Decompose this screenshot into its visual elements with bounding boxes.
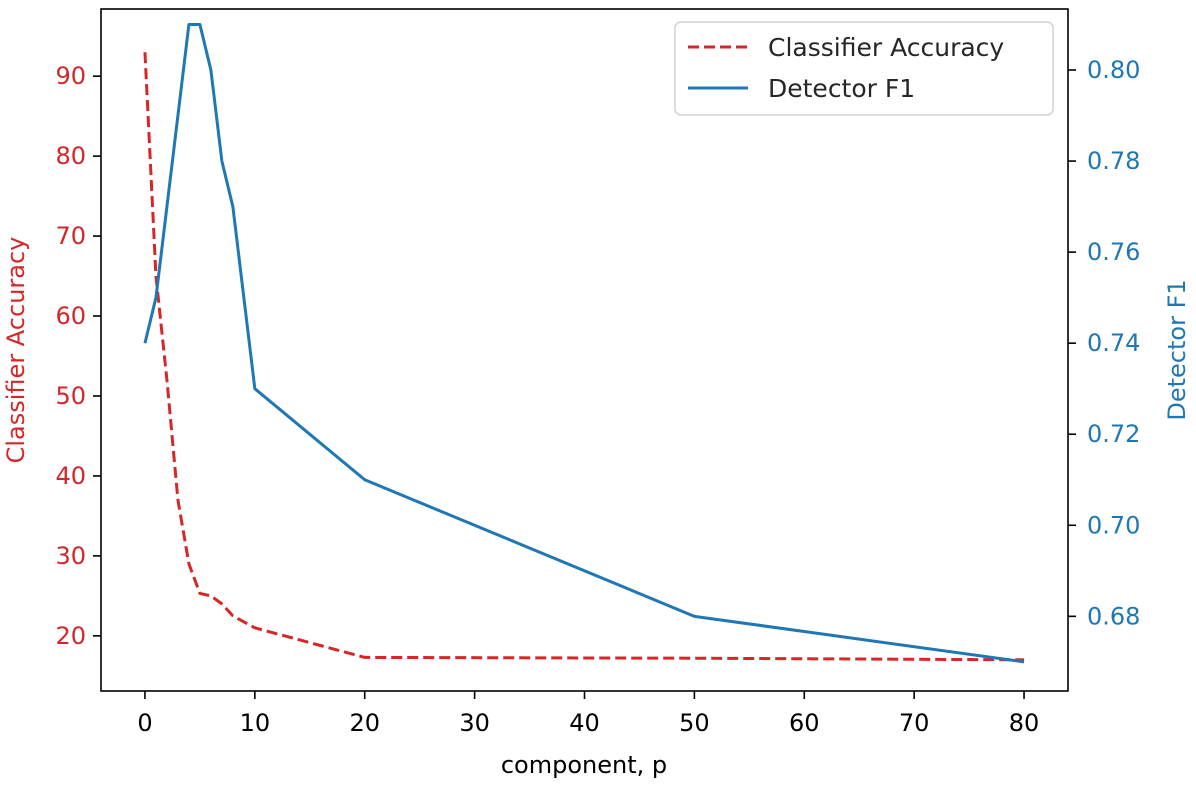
- y-axis-left-label: Classifier Accuracy: [2, 237, 30, 464]
- y-left-tick-label: 90: [55, 62, 86, 90]
- y-left-tick-label: 20: [55, 622, 86, 650]
- series-layer: [143, 22, 1025, 664]
- y-axis-right: 0.68 0.70 0.72 0.74 0.76 0.78 0.80: [1068, 56, 1140, 630]
- x-tick-label: 80: [1009, 709, 1040, 737]
- series-line-detector-f1: [143, 22, 1025, 664]
- legend-label-detector-f1: Detector F1: [768, 74, 915, 103]
- y-right-tick-label: 0.76: [1087, 238, 1140, 266]
- x-tick-label: 40: [569, 709, 600, 737]
- x-axis-label: component, p: [501, 751, 667, 779]
- y-axis-left: 20 30 40 50 60 70 80 90: [55, 62, 101, 650]
- x-tick-label: 60: [789, 709, 820, 737]
- y-left-tick-label: 70: [55, 222, 86, 250]
- legend: Classifier Accuracy Detector F1: [674, 21, 1054, 116]
- y-left-tick-label: 60: [55, 302, 86, 330]
- y-axis-right-label: Detector F1: [1163, 279, 1191, 420]
- x-tick-label: 20: [349, 709, 380, 737]
- x-tick-label: 0: [137, 709, 152, 737]
- y-right-tick-label: 0.70: [1087, 511, 1140, 539]
- y-left-tick-label: 50: [55, 382, 86, 410]
- x-axis: 0 10 20 30 40 50 60 70 80: [137, 691, 1039, 737]
- x-tick-label: 50: [679, 709, 710, 737]
- x-tick-label: 30: [459, 709, 490, 737]
- x-tick-label: 70: [899, 709, 930, 737]
- y-left-tick-label: 80: [55, 142, 86, 170]
- y-right-tick-label: 0.78: [1087, 147, 1140, 175]
- series-line-classifier-accuracy: [143, 52, 1025, 662]
- x-tick-label: 10: [240, 709, 271, 737]
- y-left-tick-label: 30: [55, 542, 86, 570]
- y-left-tick-label: 40: [55, 462, 86, 490]
- y-right-tick-label: 0.80: [1087, 56, 1140, 84]
- y-right-tick-label: 0.72: [1087, 420, 1140, 448]
- legend-frame: [674, 21, 1054, 116]
- y-right-tick-label: 0.74: [1087, 329, 1140, 357]
- legend-label-classifier-accuracy: Classifier Accuracy: [768, 33, 1004, 62]
- y-right-tick-label: 0.68: [1087, 602, 1140, 630]
